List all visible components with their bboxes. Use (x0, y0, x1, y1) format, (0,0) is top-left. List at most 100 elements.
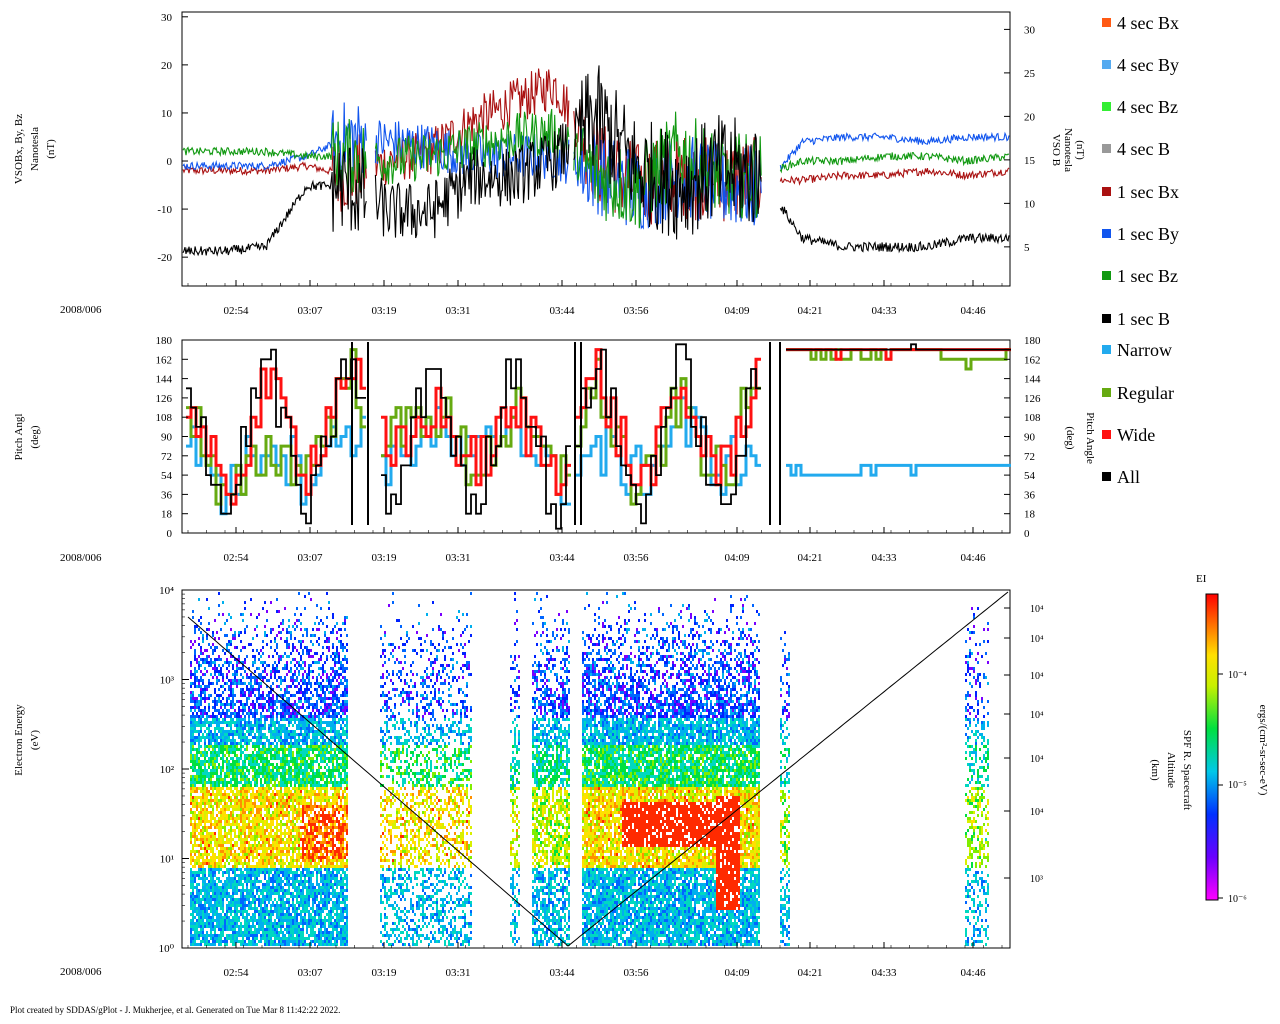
spectrogram-cell (226, 643, 228, 646)
spectrogram-cell (298, 928, 300, 931)
spectrogram-cell (212, 940, 214, 943)
spectrogram-cell (230, 811, 232, 814)
spectrogram-cell (238, 757, 240, 760)
spectrogram-cell (250, 892, 252, 895)
spectrogram-cell (318, 841, 320, 844)
spectrogram-cell (290, 733, 292, 736)
spectrogram-cell (212, 661, 214, 664)
spectrogram-cell (288, 619, 290, 622)
spectrogram-cell (226, 814, 228, 817)
spectrogram-cell (252, 907, 254, 910)
spectrogram-cell (192, 889, 194, 892)
spectrogram-cell (314, 820, 316, 823)
spectrogram-cell (296, 931, 298, 934)
spectrogram-cell (238, 823, 240, 826)
spectrogram-cell (264, 889, 266, 892)
spectrogram-cell (192, 895, 194, 898)
spectrogram-cell (276, 805, 278, 808)
spectrogram-cell (224, 802, 226, 805)
spectrogram-cell (272, 790, 274, 793)
spectrogram-cell (272, 910, 274, 913)
spectrogram-cell (202, 919, 204, 922)
spectrogram-cell (304, 661, 306, 664)
spectrogram-cell (192, 817, 194, 820)
spectrogram-cell (318, 904, 320, 907)
spectrogram-cell (280, 940, 282, 943)
spectrogram-cell (298, 796, 300, 799)
spectrogram-cell (290, 781, 292, 784)
spectrogram-cell (258, 832, 260, 835)
spectrogram-cell (194, 685, 196, 688)
spectrogram-cell (290, 934, 292, 937)
spectrogram-cell (194, 631, 196, 634)
spectrogram-cell (246, 931, 248, 934)
spectrogram-cell (198, 943, 200, 946)
spectrogram-cell (202, 721, 204, 724)
spectrogram-cell (230, 691, 232, 694)
spectrogram-cell (250, 799, 252, 802)
spectrogram-cell (192, 910, 194, 913)
spectrogram-cell (190, 907, 192, 910)
spectrogram-cell (222, 712, 224, 715)
spectrogram-cell (302, 916, 304, 919)
spectrogram-cell (192, 907, 194, 910)
spectrogram-cell (236, 775, 238, 778)
spectrogram-cell (218, 799, 220, 802)
spectrogram-cell (202, 691, 204, 694)
spectrogram-cell (300, 871, 302, 874)
spectrogram-cell (198, 682, 200, 685)
spectrogram-cell (242, 646, 244, 649)
spectrogram-cell (246, 943, 248, 946)
spectrogram-cell (190, 868, 192, 871)
spectrogram-cell (278, 886, 280, 889)
spectrogram-cell (294, 739, 296, 742)
spectrogram-cell (240, 787, 242, 790)
spectrogram-cell (238, 772, 240, 775)
spectrogram-cell (230, 877, 232, 880)
spectrogram-cell (272, 715, 274, 718)
spectrogram-cell (294, 847, 296, 850)
spectrogram-cell (218, 865, 220, 868)
spectrogram-cell (302, 943, 304, 946)
spectrogram-cell (294, 733, 296, 736)
spectrogram-cell (222, 805, 224, 808)
spectrogram-cell (206, 718, 208, 721)
spectrogram-cell (308, 772, 310, 775)
spectrogram-cell (254, 934, 256, 937)
spectrogram-cell (220, 673, 222, 676)
spectrogram-cell (206, 811, 208, 814)
spectrogram-cell (246, 748, 248, 751)
spectrogram-cell (216, 862, 218, 865)
spectrogram-cell (236, 865, 238, 868)
spectrogram-cell (280, 850, 282, 853)
spectrogram-cell (298, 889, 300, 892)
spectrogram-cell (206, 931, 208, 934)
spectrogram-cell (264, 853, 266, 856)
spectrogram-cell (274, 880, 276, 883)
spectrogram-cell (196, 730, 198, 733)
spectrogram-cell (312, 787, 314, 790)
spectrogram-cell (220, 844, 222, 847)
spectrogram-cell (260, 934, 262, 937)
spectrogram-cell (256, 871, 258, 874)
spectrogram-cell (208, 811, 210, 814)
spectrogram-cell (218, 859, 220, 862)
spectrogram-cell (270, 826, 272, 829)
spectrogram-cell (196, 775, 198, 778)
spectrogram-cell (292, 877, 294, 880)
spectrogram-cell (230, 922, 232, 925)
spectrogram-cell (310, 703, 312, 706)
spectrogram-cell (250, 694, 252, 697)
spectrogram-cell (298, 742, 300, 745)
spectrogram-cell (214, 709, 216, 712)
spectrogram-cell (292, 883, 294, 886)
spectrogram-cell (254, 694, 256, 697)
spectrogram-cell (236, 760, 238, 763)
spectrogram-cell (312, 829, 314, 832)
spectrogram-cell (224, 829, 226, 832)
spectrogram-cell (230, 883, 232, 886)
spectrogram-cell (248, 742, 250, 745)
spectrogram-cell (282, 694, 284, 697)
spectrogram-cell (260, 673, 262, 676)
spectrogram-cell (240, 613, 242, 616)
